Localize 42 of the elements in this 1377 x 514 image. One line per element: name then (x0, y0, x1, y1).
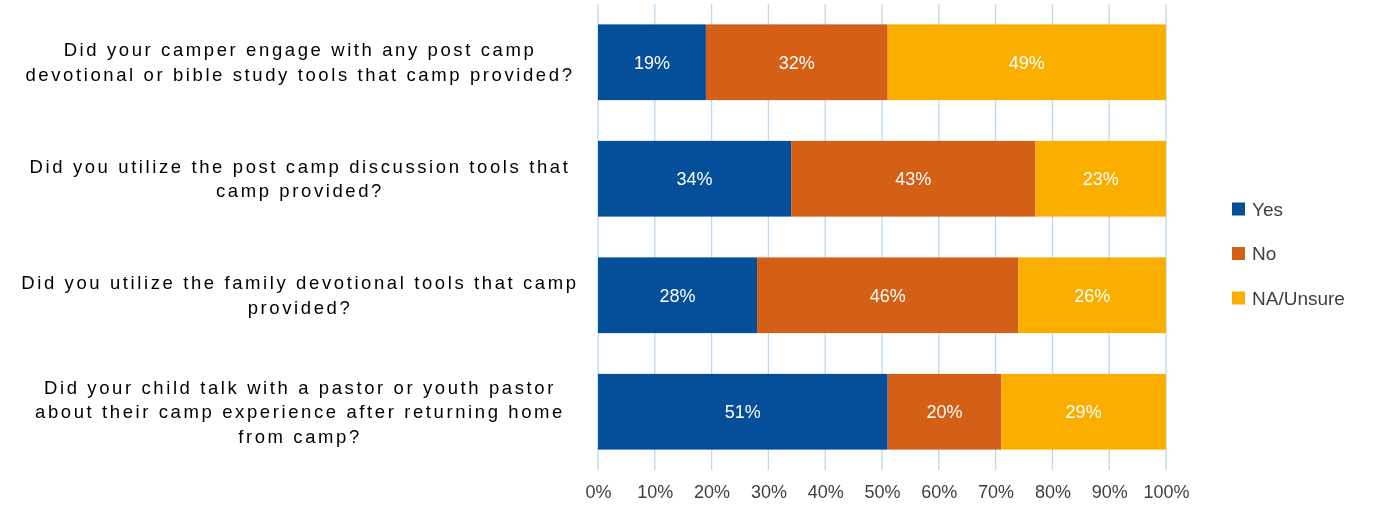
x-tick-label: 20% (694, 482, 731, 503)
x-tick-label: 90% (1091, 482, 1128, 503)
bar (598, 140, 792, 217)
data-label: 23% (1082, 169, 1119, 190)
bar (887, 373, 1002, 450)
y-tick-label: Did you utilize the post camp discussion tools that camp provided? (29, 155, 571, 202)
data-label: 32% (778, 52, 815, 73)
data-label: 49% (1008, 52, 1045, 73)
y-tick-label: Did your camper engage with any post camp devotional or bible study tools that camp provided? (25, 39, 575, 85)
bar (598, 24, 706, 101)
bar (598, 373, 888, 450)
x-tick-label: 40% (807, 482, 844, 503)
bar (1018, 257, 1166, 334)
data-label: 28% (659, 285, 696, 306)
bar (757, 257, 1019, 334)
x-tick-label: 50% (864, 482, 901, 503)
bar (1001, 373, 1166, 450)
data-label: 43% (895, 169, 932, 190)
x-tick-label: 80% (1034, 482, 1071, 503)
y-tick-label: Did your child talk with a pastor or youth pastor about their camp experience after returning home from camp? (35, 376, 565, 447)
x-tick-label: 100% (1143, 482, 1190, 503)
x-tick-label: 30% (750, 482, 787, 503)
data-label: 19% (633, 52, 670, 73)
x-tick-label: 60% (921, 482, 958, 503)
bar (1035, 140, 1166, 217)
legend-label: No (1252, 243, 1277, 265)
bar (598, 257, 758, 334)
x-tick-label: 70% (978, 482, 1015, 503)
legend-label: Yes (1252, 198, 1283, 220)
data-label: 46% (869, 285, 906, 306)
data-label: 34% (676, 169, 713, 190)
bar (705, 24, 888, 101)
data-label: 29% (1065, 402, 1102, 423)
x-tick-label: 0% (585, 482, 612, 503)
legend-label: NA/Unsure (1252, 287, 1345, 309)
y-tick-label: Did you utilize the family devotional tools that camp provided? (21, 272, 579, 318)
data-label: 20% (926, 402, 963, 423)
data-label: 26% (1074, 285, 1111, 306)
bar (791, 140, 1036, 217)
data-label: 51% (724, 402, 761, 423)
x-tick-label: 10% (637, 482, 674, 503)
bar (887, 24, 1166, 101)
